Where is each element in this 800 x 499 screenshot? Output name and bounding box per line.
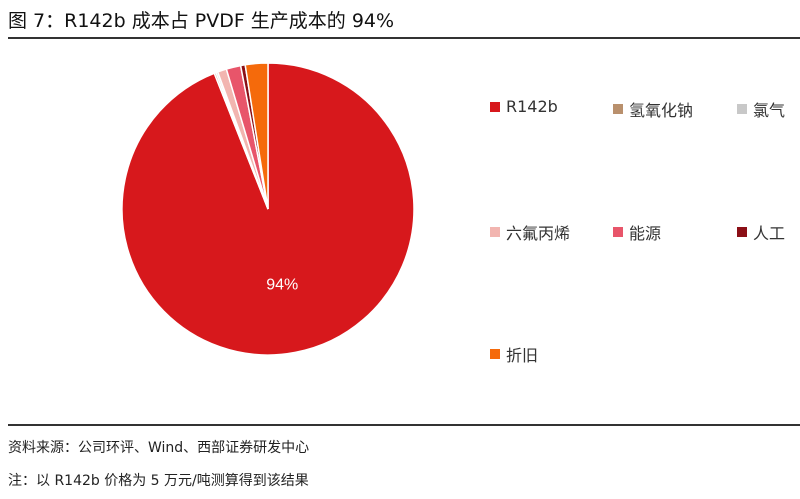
legend-swatch [490,227,500,237]
pie-chart: 94% [121,62,415,356]
legend-item: 氢氧化钠 [613,97,693,121]
footnote: 注：以 R142b 价格为 5 万元/吨测算得到该结果 [8,473,309,489]
legend-item: 六氟丙烯 [490,220,570,244]
legend-label: 能源 [629,224,662,243]
legend-swatch [613,104,623,114]
legend-label: 氯气 [753,101,786,120]
source-note: 资料来源：公司环评、Wind、西部证券研发中心 [8,440,310,456]
legend-label: 人工 [753,224,786,243]
pie-data-label: 94% [266,277,298,294]
legend-item: 折旧 [490,342,538,366]
legend-item: 氯气 [737,97,785,121]
legend-label: 折旧 [506,346,539,365]
title-divider [8,37,800,39]
legend-swatch [737,104,747,114]
legend-swatch [737,227,747,237]
figure-title: 图 7：R142b 成本占 PVDF 生产成本的 94% [8,10,395,32]
legend-item: R142b [490,97,558,116]
legend-swatch [490,101,500,112]
legend-swatch [490,349,500,359]
legend-item: 人工 [737,220,785,244]
legend-item: 能源 [613,220,661,244]
legend-label: 氢氧化钠 [629,101,694,120]
legend-label: 六氟丙烯 [506,224,571,243]
legend-label: R142b [506,97,558,116]
footer-divider [8,424,800,426]
legend-swatch [613,227,623,237]
pie-slice-7 [244,62,269,210]
